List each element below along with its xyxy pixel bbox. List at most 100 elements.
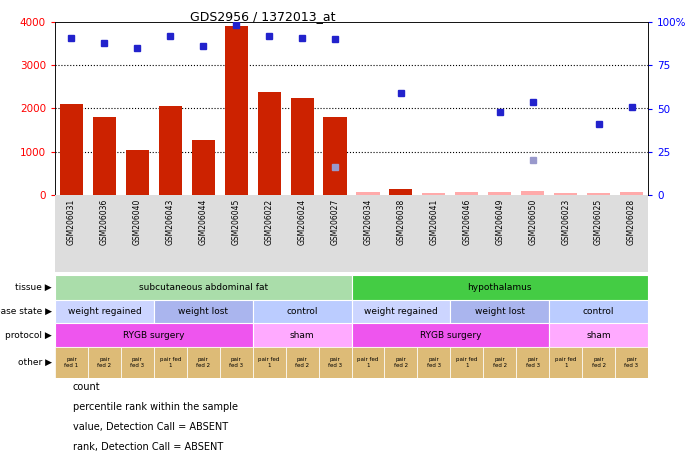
Bar [290,98,314,195]
Bar [323,117,347,195]
Text: RYGB surgery: RYGB surgery [419,330,481,339]
Text: weight lost: weight lost [475,307,524,316]
Text: subcutaneous abdominal fat: subcutaneous abdominal fat [139,283,268,292]
Text: pair fed
1: pair fed 1 [555,357,576,368]
Text: pair
fed 3: pair fed 3 [229,357,243,368]
Bar [489,192,511,195]
Text: percentile rank within the sample: percentile rank within the sample [73,402,238,412]
Text: GSM206038: GSM206038 [397,199,406,245]
Text: RYGB surgery: RYGB surgery [123,330,184,339]
Text: control: control [583,307,614,316]
Text: GDS2956 / 1372013_at: GDS2956 / 1372013_at [190,10,335,23]
Bar [357,192,379,195]
Text: control: control [286,307,318,316]
Text: pair
fed 2: pair fed 2 [591,357,605,368]
Text: pair
fed 3: pair fed 3 [328,357,342,368]
Bar [483,347,516,378]
Text: GSM206031: GSM206031 [67,199,76,245]
Text: GSM206028: GSM206028 [627,199,636,245]
Bar [159,106,182,195]
Text: weight regained: weight regained [68,307,141,316]
Text: weight lost: weight lost [178,307,228,316]
Bar [126,150,149,195]
Text: pair fed
1: pair fed 1 [258,357,280,368]
Bar [253,300,352,323]
Text: GSM206022: GSM206022 [265,199,274,245]
Text: GSM206036: GSM206036 [100,199,109,245]
Bar [55,323,253,347]
Bar [253,323,352,347]
Bar [258,92,281,195]
Bar [620,191,643,195]
Text: pair
fed 2: pair fed 2 [394,357,408,368]
Bar [417,347,451,378]
Text: pair
fed 3: pair fed 3 [625,357,638,368]
Bar [451,347,483,378]
Bar [154,300,253,323]
Text: pair
fed 1: pair fed 1 [64,357,79,368]
Bar [587,193,610,195]
Bar [319,347,352,378]
Text: sham: sham [290,330,314,339]
Bar [352,300,451,323]
Text: GSM206046: GSM206046 [462,199,471,245]
Text: hypothalamus: hypothalamus [468,283,532,292]
Bar [55,300,154,323]
Bar [55,347,88,378]
Bar [285,347,319,378]
Text: pair
fed 2: pair fed 2 [493,357,507,368]
Text: value, Detection Call = ABSENT: value, Detection Call = ABSENT [73,422,228,432]
Bar [60,104,83,195]
Bar [455,191,478,195]
Text: pair fed
1: pair fed 1 [357,357,379,368]
Text: pair
fed 3: pair fed 3 [427,357,441,368]
Text: tissue ▶: tissue ▶ [15,283,52,292]
Bar [422,193,446,195]
Text: count: count [73,382,101,392]
Bar [191,140,215,195]
Text: pair
fed 3: pair fed 3 [131,357,144,368]
Text: GSM206050: GSM206050 [528,199,537,245]
Bar [93,117,116,195]
Bar [352,347,384,378]
Bar [390,190,413,195]
Text: pair
fed 2: pair fed 2 [295,357,309,368]
Bar [516,347,549,378]
Text: sham: sham [586,330,611,339]
Bar [582,347,615,378]
Bar [220,347,253,378]
Text: pair fed
1: pair fed 1 [456,357,477,368]
Bar [554,193,577,195]
Text: rank, Detection Call = ABSENT: rank, Detection Call = ABSENT [73,442,223,452]
Bar [549,347,582,378]
Bar [549,300,648,323]
Text: GSM206023: GSM206023 [561,199,570,245]
Bar [121,347,154,378]
Text: GSM206024: GSM206024 [298,199,307,245]
Text: GSM206025: GSM206025 [594,199,603,245]
Bar [352,323,549,347]
Text: GSM206027: GSM206027 [330,199,339,245]
Bar [549,323,648,347]
Bar [225,27,248,195]
Bar [253,347,285,378]
Text: GSM206034: GSM206034 [363,199,372,245]
Text: GSM206049: GSM206049 [495,199,504,245]
Bar [384,347,417,378]
Text: protocol ▶: protocol ▶ [5,330,52,339]
Text: disease state ▶: disease state ▶ [0,307,52,316]
Bar [154,347,187,378]
Text: pair
fed 2: pair fed 2 [97,357,111,368]
Bar [352,275,648,300]
Bar [88,347,121,378]
Text: weight regained: weight regained [364,307,438,316]
Text: GSM206045: GSM206045 [231,199,240,245]
Text: GSM206044: GSM206044 [199,199,208,245]
Text: GSM206041: GSM206041 [429,199,438,245]
Bar [615,347,648,378]
Text: GSM206040: GSM206040 [133,199,142,245]
Text: GSM206043: GSM206043 [166,199,175,245]
Text: pair
fed 2: pair fed 2 [196,357,210,368]
Text: pair
fed 3: pair fed 3 [526,357,540,368]
Text: other ▶: other ▶ [17,358,52,367]
